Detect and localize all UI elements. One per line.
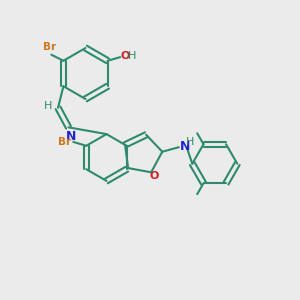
Text: H: H bbox=[128, 51, 136, 61]
Text: H: H bbox=[44, 101, 52, 111]
Text: N: N bbox=[179, 140, 190, 153]
Text: H: H bbox=[185, 137, 194, 147]
Text: Br: Br bbox=[43, 42, 56, 52]
Text: O: O bbox=[149, 171, 159, 181]
Text: O: O bbox=[121, 51, 130, 61]
Text: N: N bbox=[66, 130, 77, 143]
Text: Br: Br bbox=[58, 137, 71, 147]
